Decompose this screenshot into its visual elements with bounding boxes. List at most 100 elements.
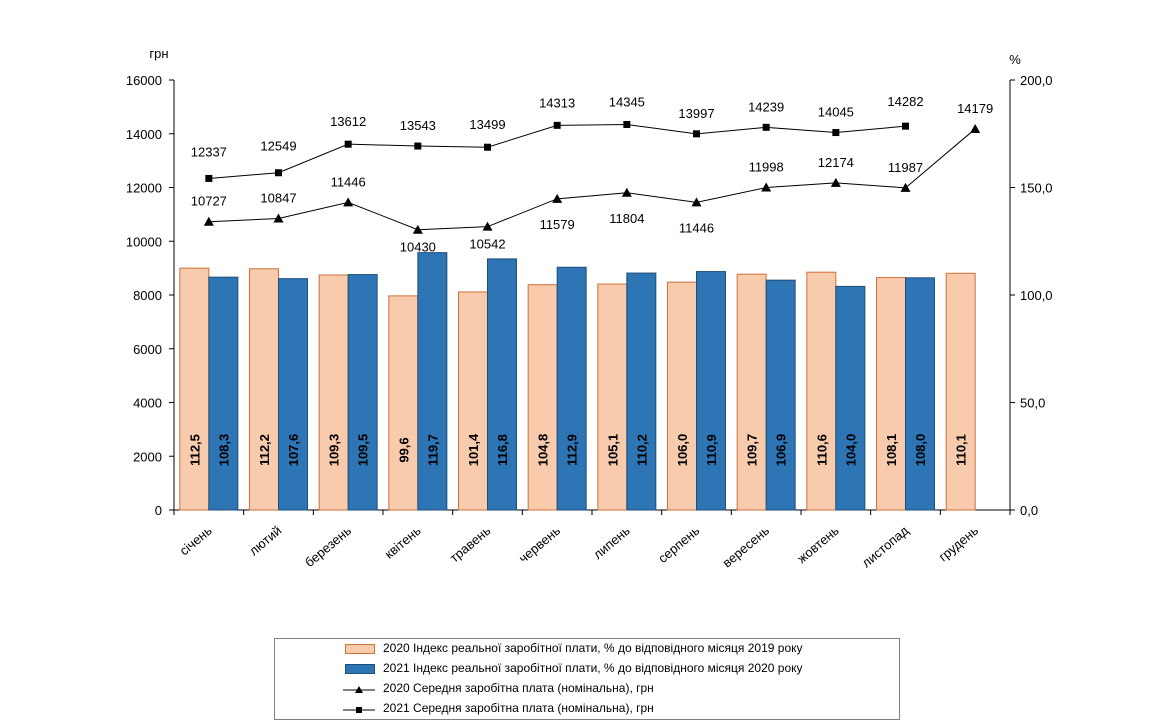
line-2020-point — [552, 193, 563, 203]
left-tick-label: 12000 — [126, 181, 162, 196]
line-value-label: 11804 — [609, 211, 644, 226]
line-value-label: 14345 — [609, 94, 645, 109]
right-tick-label: 100,0 — [1020, 288, 1053, 303]
line-2020-point — [830, 177, 841, 187]
line-2021 — [208, 123, 906, 179]
legend-label: 2020 Індекс реальної заробітної плати, %… — [383, 641, 803, 655]
left-axis-unit: грн — [149, 46, 168, 61]
legend-item-bars-2020: 2020 Індекс реальної заробітної плати, %… — [275, 640, 899, 660]
x-tick-label: січень — [177, 523, 215, 559]
legend: 2020 Індекс реальної заробітної плати, %… — [274, 638, 900, 720]
bar-value-label: 109,5 — [356, 434, 371, 467]
line-value-label: 13543 — [400, 118, 436, 133]
x-tick-label: травень — [447, 523, 494, 566]
legend-label: 2020 Середня заробітна плата (номінальна… — [383, 681, 654, 695]
bar-2020 — [249, 268, 279, 511]
line-2020-point — [691, 197, 702, 207]
bar-value-label: 99,6 — [396, 437, 411, 462]
bar-2021 — [417, 252, 448, 511]
line-value-label: 10727 — [191, 194, 227, 209]
bar-2021 — [905, 277, 935, 511]
line-2020-point — [482, 221, 493, 231]
legend-label: 2021 Середня заробітна плата (номінальна… — [383, 701, 654, 715]
line-2021-point — [762, 123, 770, 131]
x-tick-label: березень — [302, 523, 354, 570]
bar-2020 — [458, 291, 488, 511]
line-value-label: 11987 — [888, 160, 923, 175]
left-tick-label: 2000 — [133, 449, 162, 464]
left-tick-label: 4000 — [133, 396, 162, 411]
bar-value-label: 119,7 — [425, 434, 440, 466]
line-2020-point — [621, 187, 632, 197]
line-2021-point — [275, 169, 282, 177]
x-tick-label: жовтень — [794, 523, 842, 566]
bar-value-label: 110,9 — [704, 434, 719, 466]
x-tick-label: липень — [590, 523, 633, 562]
bar-value-label: 106,9 — [774, 434, 789, 467]
bar-value-label: 107,6 — [286, 434, 301, 467]
bar-value-label: 104,8 — [536, 434, 551, 467]
bar-2020 — [945, 272, 976, 511]
x-tick-label: червень — [516, 523, 563, 566]
left-tick-label: 16000 — [126, 73, 162, 88]
bar-2021 — [696, 271, 726, 511]
line-value-label: 11446 — [331, 174, 366, 189]
line-value-label: 14282 — [887, 94, 923, 109]
x-tick-label: вересень — [719, 523, 772, 571]
line-2021-point — [693, 130, 700, 138]
right-tick-label: 0,0 — [1020, 503, 1038, 518]
line-2021-point — [623, 120, 631, 128]
square-marker-icon — [343, 707, 375, 713]
bar-value-label: 110,1 — [954, 434, 969, 466]
x-tick-label: листопад — [859, 523, 912, 571]
line-value-label: 12174 — [818, 155, 854, 170]
bar-value-label: 108,0 — [913, 434, 928, 467]
line-value-label: 13612 — [330, 114, 366, 129]
left-tick-label: 6000 — [133, 342, 162, 357]
line-2020-point — [203, 216, 214, 226]
bar-value-label: 112,2 — [257, 434, 272, 466]
x-tick-label: квітень — [382, 523, 424, 562]
x-tick-label: лютий — [246, 523, 284, 559]
line-value-label: 13499 — [469, 117, 505, 132]
line-2021-point — [484, 143, 491, 151]
legend-item-line-2021: 2021 Середня заробітна плата (номінальна… — [275, 700, 899, 720]
left-tick-label: 0 — [155, 503, 162, 518]
triangle-marker-icon — [343, 686, 375, 693]
bar-2021 — [765, 279, 796, 511]
line-value-label: 14239 — [748, 99, 784, 114]
bar-2020 — [736, 273, 767, 511]
bar-2020 — [388, 295, 419, 511]
legend-swatch-2021-bars — [345, 664, 375, 674]
bar-2021 — [626, 272, 657, 511]
bar-2021 — [556, 266, 587, 511]
left-tick-label: 10000 — [126, 234, 162, 249]
line-2020-point — [900, 182, 911, 192]
line-2020-point — [273, 213, 284, 223]
legend-item-bars-2021: 2021 Індекс реальної заробітної плати, %… — [275, 660, 899, 680]
line-2021-point — [902, 122, 909, 130]
bar-2021 — [278, 278, 308, 511]
line-value-label: 11579 — [540, 217, 575, 232]
right-tick-label: 200,0 — [1020, 73, 1053, 88]
line-value-label: 14313 — [539, 95, 575, 110]
x-tick-label: серпень — [655, 523, 702, 566]
right-tick-label: 150,0 — [1020, 181, 1053, 196]
bar-2020 — [179, 267, 210, 511]
bar-2020 — [667, 281, 697, 511]
bar-value-label: 112,5 — [187, 434, 202, 466]
bar-value-label: 101,4 — [466, 433, 481, 466]
line-value-label: 10542 — [469, 237, 505, 252]
bar-2021 — [208, 276, 239, 511]
line-2021-point — [553, 121, 561, 129]
line-value-label: 11446 — [679, 220, 714, 235]
line-value-label: 13997 — [678, 106, 714, 121]
bar-value-label: 109,3 — [327, 434, 342, 467]
line-value-label: 10430 — [400, 240, 436, 255]
bar-2020 — [527, 284, 558, 511]
line-value-label: 14179 — [957, 101, 993, 116]
bar-2020 — [806, 271, 837, 511]
bar-value-label: 110,6 — [814, 434, 829, 466]
bar-value-label: 105,1 — [605, 434, 620, 467]
